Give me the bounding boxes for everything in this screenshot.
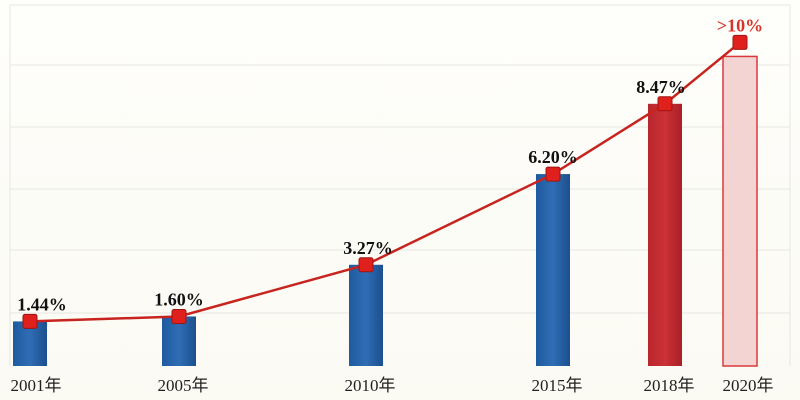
x-tick-label: 2001年: [11, 376, 62, 395]
data-point: [171, 308, 187, 324]
x-tick-label: 2010年: [345, 376, 396, 395]
grid: [9, 4, 791, 366]
data-label: 1.60%: [154, 289, 204, 309]
data-point: [657, 96, 673, 112]
data-point: [358, 257, 374, 273]
x-tick-label: 2015年: [532, 376, 583, 395]
data-point: [732, 34, 748, 50]
bar: [349, 264, 383, 366]
bar: [722, 55, 758, 367]
data-labels: 1.44% 1.60% 3.27% 6.20% 8.47% >10%: [17, 15, 763, 314]
x-tick-label: 2005年: [158, 376, 209, 395]
data-label: 8.47%: [636, 77, 686, 97]
bar: [648, 103, 682, 366]
data-label: 6.20%: [528, 147, 578, 167]
trend-line: [29, 41, 741, 323]
bars: [13, 55, 758, 367]
data-label: 3.27%: [343, 238, 393, 258]
data-label: >10%: [717, 15, 763, 35]
data-point: [22, 313, 38, 329]
data-label: 1.44%: [17, 294, 67, 314]
bar: [162, 316, 196, 366]
x-tick-label: 2020年: [723, 376, 774, 395]
bar: [536, 174, 570, 366]
x-axis-ticks: 2001年 2005年 2010年 2015年 2018年 2020年: [11, 376, 774, 395]
data-point: [545, 166, 561, 182]
trend-line-path: [29, 41, 741, 323]
markers: [22, 34, 748, 329]
x-tick-label: 2018年: [644, 376, 695, 395]
